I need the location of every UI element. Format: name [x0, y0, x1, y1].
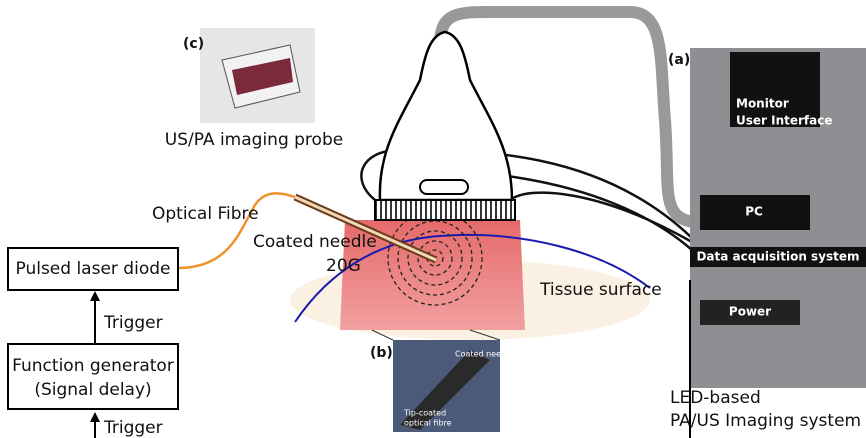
monitor-label: User Interface [736, 114, 833, 128]
photo-label: optical fibre [404, 419, 452, 428]
generator-label: (Signal delay) [34, 380, 151, 400]
transducer [375, 200, 515, 220]
arrow-head [90, 412, 100, 422]
trigger-label: Trigger [103, 313, 163, 333]
system-caption: PA/US Imaging system [670, 411, 861, 431]
power-label: Power [729, 305, 771, 319]
label-c: (c) [183, 36, 204, 52]
trigger-label: Trigger [103, 418, 163, 438]
laser-label: Pulsed laser diode [16, 259, 171, 279]
label-a: (a) [668, 52, 690, 68]
tissue-label: Tissue surface [539, 280, 662, 300]
diagram: (c) US/PA imaging probe Optical Fibre Co… [0, 0, 866, 438]
photo-label: Tip-coated [403, 409, 446, 418]
label-b: (b) [370, 345, 393, 361]
probe-caption: US/PA imaging probe [165, 130, 343, 150]
pc-label: PC [745, 205, 763, 219]
daq-label: Data acquisition system [696, 250, 859, 264]
generator-label: Function generator [12, 356, 174, 376]
probe [380, 32, 512, 200]
photo-label: Coated needle [455, 350, 513, 359]
arrow-head [90, 291, 100, 301]
gauge-label: 20G [326, 256, 361, 276]
monitor-label: Monitor [736, 97, 789, 111]
fibre-label: Optical Fibre [152, 204, 259, 224]
needle-label: Coated needle [253, 232, 377, 252]
system-caption: LED-based [670, 388, 761, 408]
probe-window [420, 180, 468, 194]
